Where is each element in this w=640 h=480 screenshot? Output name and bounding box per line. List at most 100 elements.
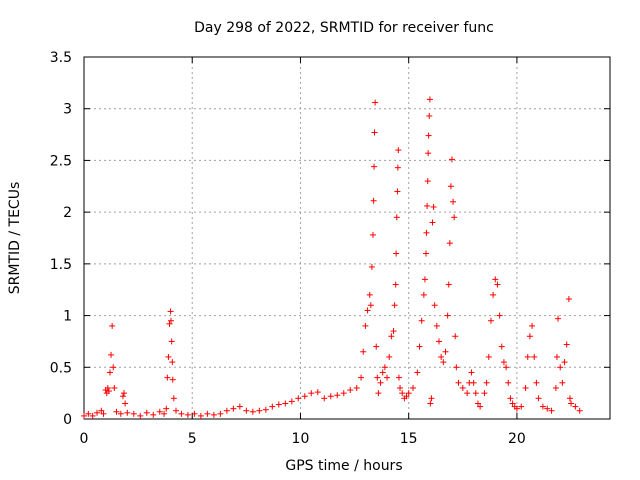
- data-point: [485, 353, 492, 360]
- data-point: [165, 353, 172, 360]
- data-point: [168, 317, 175, 324]
- x-tick-labels: 0 5 10 15 20: [80, 431, 526, 447]
- data-point: [130, 410, 137, 417]
- data-point: [288, 398, 295, 405]
- y-tick-label: 3: [63, 102, 72, 118]
- data-point: [392, 281, 399, 288]
- data-point: [100, 410, 107, 417]
- data-point: [507, 395, 514, 402]
- data-point: [394, 188, 401, 195]
- data-point: [373, 343, 380, 350]
- data-point: [447, 183, 454, 190]
- data-point: [423, 250, 430, 257]
- x-tick-label: 20: [508, 431, 526, 447]
- data-point: [427, 400, 434, 407]
- data-point: [119, 393, 126, 400]
- data-point: [184, 411, 191, 418]
- data-point: [474, 400, 481, 407]
- data-point: [430, 203, 437, 210]
- data-point: [548, 407, 555, 414]
- data-point: [426, 96, 433, 103]
- data-point: [487, 317, 494, 324]
- data-point: [172, 407, 179, 414]
- plot-frame: [83, 56, 611, 420]
- data-point: [371, 129, 378, 136]
- data-point: [93, 409, 100, 416]
- data-point: [369, 231, 376, 238]
- data-point: [109, 322, 116, 329]
- data-point: [524, 353, 531, 360]
- x-tick-label: 10: [292, 431, 310, 447]
- data-point: [104, 384, 111, 391]
- data-point: [572, 403, 579, 410]
- data-point: [533, 379, 540, 386]
- data-point: [492, 276, 499, 283]
- data-point: [386, 353, 393, 360]
- x-tick-label: 15: [400, 431, 418, 447]
- data-point: [168, 338, 175, 345]
- data-point: [423, 229, 430, 236]
- data-point: [444, 312, 451, 319]
- data-point: [98, 407, 105, 414]
- data-point: [163, 405, 170, 412]
- y-tick-label: 1: [63, 309, 72, 325]
- data-point: [379, 369, 386, 376]
- data-point: [464, 390, 471, 397]
- data-point: [576, 407, 583, 414]
- data-point: [418, 317, 425, 324]
- data-point: [442, 348, 449, 355]
- data-point: [381, 364, 388, 371]
- data-point: [397, 384, 404, 391]
- x-tick-label: 5: [188, 431, 197, 447]
- y-axis-label: SRMTID / TECUs: [7, 182, 23, 295]
- data-point: [371, 163, 378, 170]
- data-point: [375, 390, 382, 397]
- data-point: [425, 132, 432, 139]
- data-point: [367, 302, 374, 309]
- data-point: [256, 407, 263, 414]
- data-point: [106, 369, 113, 376]
- data-point: [340, 390, 347, 397]
- data-point: [358, 374, 365, 381]
- data-point: [500, 359, 507, 366]
- data-point: [568, 400, 575, 407]
- data-point: [353, 384, 360, 391]
- data-point: [169, 376, 176, 383]
- data-point: [455, 379, 462, 386]
- data-point: [552, 384, 559, 391]
- data-point: [368, 263, 375, 270]
- data-point: [122, 400, 129, 407]
- data-point: [388, 333, 395, 340]
- data-point: [453, 364, 460, 371]
- data-point: [391, 302, 398, 309]
- data-point: [295, 395, 302, 402]
- data-point: [428, 395, 435, 402]
- data-point: [426, 112, 433, 119]
- data-point: [496, 312, 503, 319]
- data-point: [301, 393, 308, 400]
- data-point: [395, 374, 402, 381]
- data-point: [448, 156, 455, 163]
- data-point: [446, 240, 453, 247]
- grid-lines: [84, 57, 610, 419]
- data-point: [108, 351, 115, 358]
- chart-title: Day 298 of 2022, SRMTID for receiver fun…: [194, 20, 494, 36]
- data-point: [384, 374, 391, 381]
- data-point: [314, 389, 321, 396]
- data-point: [503, 364, 510, 371]
- data-point: [111, 384, 118, 391]
- data-point: [424, 178, 431, 185]
- y-tick-label: 0: [63, 412, 72, 428]
- data-point: [121, 390, 128, 397]
- data-point: [275, 401, 282, 408]
- data-point: [113, 408, 120, 415]
- data-point: [539, 403, 546, 410]
- data-point: [321, 395, 328, 402]
- data-point: [217, 410, 224, 417]
- data-point: [483, 379, 490, 386]
- data-point: [399, 390, 406, 397]
- data-point: [518, 403, 525, 410]
- data-point: [197, 412, 204, 419]
- data-point: [243, 407, 250, 414]
- data-point: [236, 403, 243, 410]
